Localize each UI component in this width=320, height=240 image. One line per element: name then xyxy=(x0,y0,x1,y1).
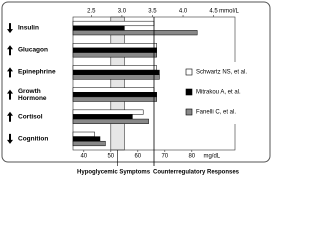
direction-arrow xyxy=(7,67,13,78)
x-tick-label: 70 xyxy=(161,154,168,160)
legend-swatch xyxy=(185,108,193,116)
annotation: Counterregulatory Responses xyxy=(153,170,240,176)
bar xyxy=(72,131,95,137)
bar xyxy=(72,96,157,102)
bar xyxy=(72,30,198,36)
bar xyxy=(72,74,160,80)
legend-box xyxy=(183,62,268,124)
x2-tick-label: 4.0 xyxy=(179,9,188,15)
category-label: Glucagon xyxy=(18,46,48,54)
bar xyxy=(72,87,155,93)
bar xyxy=(72,114,133,120)
legend-swatch xyxy=(185,68,193,76)
category-label: Epinephrine xyxy=(18,68,56,76)
annotation: Hypoglycemic Symptoms xyxy=(77,170,151,176)
direction-arrow xyxy=(7,111,13,122)
bar xyxy=(72,140,106,147)
x-tick-label: 40 xyxy=(80,154,87,160)
frame xyxy=(1,1,271,163)
direction-arrow xyxy=(7,133,13,144)
x2-axis-unit: mmol/L xyxy=(219,9,239,15)
x2-tick-label: 4.5 xyxy=(209,9,218,15)
x-tick-label: 50 xyxy=(107,154,114,160)
category-label: Cortisol xyxy=(18,113,43,121)
bar xyxy=(72,25,125,31)
category-label: Insulin xyxy=(18,24,39,32)
x-tick-label: 60 xyxy=(134,154,141,160)
bar xyxy=(72,136,101,142)
bar xyxy=(72,92,157,98)
bar xyxy=(72,69,160,75)
direction-arrow xyxy=(7,89,13,100)
legend-label: Schwartz NS, et al. xyxy=(196,70,247,76)
category-label: Growth Hormone xyxy=(18,87,47,102)
bar xyxy=(72,65,157,71)
category-label: Cognition xyxy=(18,135,49,143)
legend-label: Fanelli C, et al. xyxy=(196,110,236,116)
bar xyxy=(72,118,149,124)
direction-arrow xyxy=(7,45,13,56)
x-tick-label: 80 xyxy=(188,154,195,160)
x2-tick-label: 3.5 xyxy=(148,9,157,15)
x2-tick-label: 3.0 xyxy=(118,9,127,15)
legend-swatch xyxy=(185,88,193,96)
legend-label: Mitrakou A, et al. xyxy=(196,90,241,96)
page: 40 50 60 70 80 mg/dL 2.5 3.0 3.5 4.0 4.5 mmol/L Hypo… xyxy=(1,1,271,176)
chart: 40 50 60 70 80 mg/dL 2.5 3.0 3.5 4.0 4.5 mmol/L Hypo… xyxy=(1,1,271,176)
x-axis-unit: mg/dL xyxy=(203,154,220,160)
symptom-band xyxy=(110,16,125,151)
bar xyxy=(72,20,155,27)
bar xyxy=(72,52,157,58)
bar xyxy=(72,43,157,49)
bar xyxy=(72,109,144,115)
bar xyxy=(72,47,157,53)
x2-tick-label: 2.5 xyxy=(87,9,96,15)
direction-arrow xyxy=(7,23,13,34)
